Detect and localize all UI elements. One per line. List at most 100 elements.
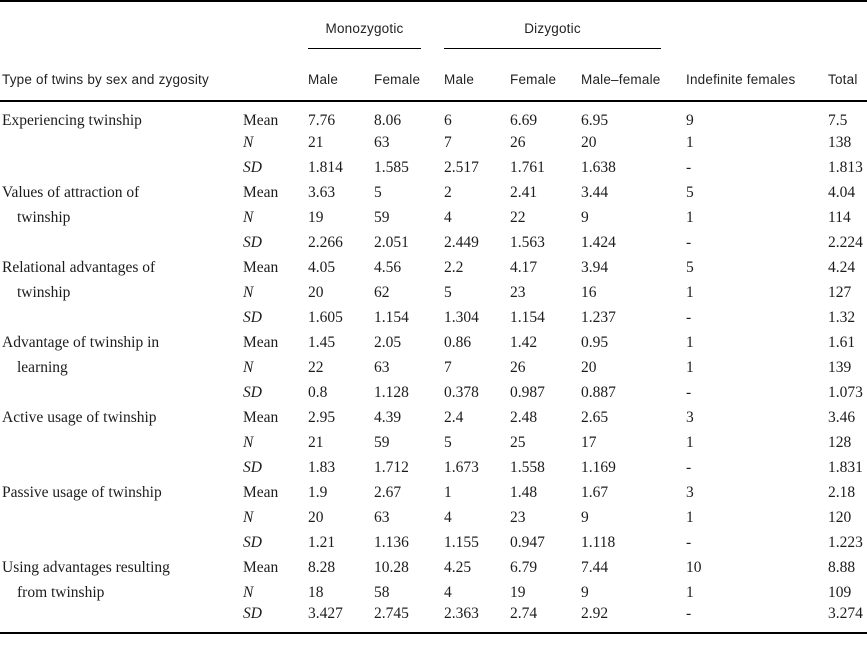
value-cell: 59: [374, 433, 390, 451]
row-group-label: Advantage of twinship in: [2, 333, 160, 351]
value-cell: 1.61: [828, 333, 856, 351]
stat-label: SD: [243, 233, 262, 251]
stat-label: N: [243, 208, 254, 226]
value-cell: 4.04: [828, 183, 856, 201]
value-cell: 20: [581, 133, 597, 151]
value-cell: 1.42: [510, 333, 538, 351]
value-cell: 1.32: [828, 308, 856, 326]
table-row: N 20 63 4 23 9 1 120: [0, 505, 867, 530]
row-group-label: [0, 305, 243, 330]
value-cell: 1: [686, 208, 694, 226]
value-cell: 58: [374, 583, 390, 601]
value-cell: 6.79: [510, 558, 538, 576]
col-header-dz-male: Male: [444, 72, 475, 87]
row-group-label: [0, 230, 243, 255]
value-cell: 1: [686, 508, 694, 526]
stat-label: N: [243, 508, 254, 526]
spanner-dizygotic-label: Dizygotic: [524, 21, 581, 36]
value-cell: 1.073: [828, 383, 863, 401]
stat-label: SD: [243, 383, 262, 401]
table-row: Values of attraction of Mean 3.63 5 2 2.41 3.4…: [0, 180, 867, 205]
value-cell: 1: [686, 283, 694, 301]
value-cell: 20: [581, 358, 597, 376]
table-row: N 21 59 5 25 17 1 128: [0, 430, 867, 455]
table-row: Advantage of twinship in Mean 1.45 2.05 0.86…: [0, 330, 867, 355]
value-cell: 1.605: [308, 308, 343, 326]
value-cell: 4.17: [510, 258, 538, 276]
stub-header: Type of twins by sex and zygosity: [2, 72, 209, 87]
value-cell: 59: [374, 208, 390, 226]
value-cell: 1.118: [581, 533, 616, 551]
row-group-label: Values of attraction of: [2, 183, 140, 201]
stat-label: SD: [243, 533, 262, 551]
table-row: SD 1.21 1.136 1.155 0.947 1.118 - 1.223: [0, 530, 867, 555]
value-cell: 2.449: [444, 233, 479, 251]
value-cell: 5: [444, 283, 452, 301]
value-cell: 1.67: [581, 483, 609, 501]
value-cell: 5: [686, 183, 694, 201]
value-cell: 1.83: [308, 458, 336, 476]
spanner-spacer: [0, 1, 308, 49]
table-body: Experiencing twinship Mean 7.76 8.06 6 6.69 6.…: [0, 101, 867, 633]
value-cell: 2.745: [374, 605, 409, 622]
value-cell: 6.95: [581, 112, 609, 129]
value-cell: 25: [510, 433, 526, 451]
value-cell: 7: [444, 358, 452, 376]
value-cell: 3.427: [308, 605, 343, 622]
table-row: SD 3.427 2.745 2.363 2.74 2.92 - 3.274: [0, 605, 867, 633]
value-cell: 4.56: [374, 258, 402, 276]
row-group-label: [0, 505, 243, 530]
spanner-row: Monozygotic Dizygotic: [0, 1, 867, 49]
value-cell: 0.947: [510, 533, 545, 551]
stat-label: Mean: [243, 483, 279, 501]
value-cell: 2.18: [828, 483, 856, 501]
row-group-label: Passive usage of twinship: [2, 483, 162, 501]
value-cell: 22: [308, 358, 324, 376]
value-cell: 1: [686, 133, 694, 151]
table-row: Passive usage of twinship Mean 1.9 2.67 1 1.4…: [0, 480, 867, 505]
value-cell: 2.05: [374, 333, 402, 351]
value-cell: 21: [308, 433, 324, 451]
table-row: SD 0.8 1.128 0.378 0.987 0.887 - 1.073: [0, 380, 867, 405]
value-cell: 19: [510, 583, 526, 601]
value-cell: 1.424: [581, 233, 616, 251]
value-cell: 26: [510, 133, 526, 151]
value-cell: 2.051: [374, 233, 409, 251]
table-row: N 21 63 7 26 20 1 138: [0, 130, 867, 155]
value-cell: 4: [444, 208, 452, 226]
value-cell: 1.9: [308, 483, 328, 501]
value-cell: 1.21: [308, 533, 336, 551]
value-cell: 3.46: [828, 408, 856, 426]
value-cell: 4.25: [444, 558, 472, 576]
value-cell: 3: [686, 408, 694, 426]
row-group-label: [0, 530, 243, 555]
value-cell: 1.48: [510, 483, 538, 501]
spanner-spacer: [686, 1, 828, 49]
table-row: SD 1.605 1.154 1.304 1.154 1.237 - 1.32: [0, 305, 867, 330]
value-cell: 7.5: [828, 112, 848, 129]
value-cell: 17: [581, 433, 597, 451]
value-cell: 4.39: [374, 408, 402, 426]
row-group-label: learning: [17, 358, 68, 376]
value-cell: 16: [581, 283, 597, 301]
value-cell: 7.44: [581, 558, 609, 576]
value-cell: -: [686, 533, 692, 551]
value-cell: -: [686, 308, 692, 326]
table-row: from twinship N 18 58 4 19 9 1 109: [0, 580, 867, 605]
value-cell: 2: [444, 183, 452, 201]
value-cell: 3.44: [581, 183, 609, 201]
stat-label: N: [243, 358, 254, 376]
value-cell: 6: [444, 112, 452, 129]
value-cell: 9: [581, 208, 589, 226]
value-cell: 2.74: [510, 605, 538, 622]
value-cell: 1.814: [308, 158, 343, 176]
spanner-spacer: [828, 1, 867, 49]
value-cell: 23: [510, 508, 526, 526]
row-group-label: Active usage of twinship: [2, 408, 157, 426]
stat-label: Mean: [243, 408, 279, 426]
value-cell: 109: [828, 583, 852, 601]
value-cell: 114: [828, 208, 851, 226]
value-cell: 2.41: [510, 183, 538, 201]
table-row: SD 2.266 2.051 2.449 1.563 1.424 - 2.224: [0, 230, 867, 255]
